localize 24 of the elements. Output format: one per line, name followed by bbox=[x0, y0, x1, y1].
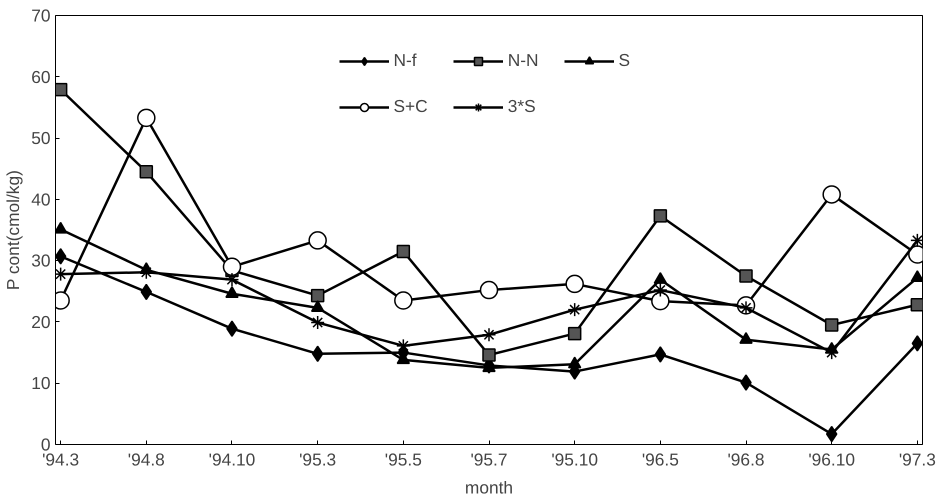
y-axis-title: P cont(cmol/kg) bbox=[3, 170, 24, 290]
legend-label: 3*S bbox=[508, 96, 536, 117]
y-tick-label: 30 bbox=[31, 250, 51, 271]
x-tick-label: '95.5 bbox=[384, 450, 422, 470]
x-tick-label: '95.7 bbox=[470, 450, 508, 470]
y-tick-label: 20 bbox=[31, 312, 51, 332]
y-tick-label: 60 bbox=[31, 66, 51, 87]
y-tick-label: 50 bbox=[31, 128, 51, 148]
legend-label: S bbox=[618, 50, 632, 71]
x-tick-label: '95.10 bbox=[551, 450, 598, 470]
legend-label: S+C bbox=[393, 96, 428, 117]
x-axis-title: month bbox=[464, 478, 514, 498]
x-tick-label: '95.3 bbox=[299, 450, 336, 470]
x-tick-label: '97.3 bbox=[898, 450, 936, 470]
legend-label: N-f bbox=[393, 50, 417, 71]
x-tick-label: '96.5 bbox=[642, 450, 679, 470]
x-tick-label: '96.10 bbox=[808, 450, 856, 470]
y-tick-label: 70 bbox=[31, 6, 51, 26]
y-tick-label: 40 bbox=[31, 189, 51, 210]
x-tick-label: '94.8 bbox=[128, 450, 165, 470]
y-tick-label: 10 bbox=[31, 373, 51, 394]
legend-label: N-N bbox=[508, 50, 539, 71]
x-tick-label: '94.10 bbox=[208, 450, 256, 470]
x-tick-label: '96.8 bbox=[728, 450, 765, 470]
